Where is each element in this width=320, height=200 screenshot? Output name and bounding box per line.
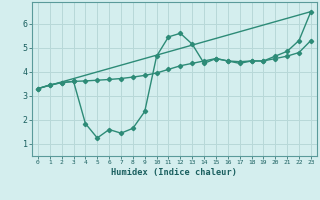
X-axis label: Humidex (Indice chaleur): Humidex (Indice chaleur) <box>111 168 237 177</box>
